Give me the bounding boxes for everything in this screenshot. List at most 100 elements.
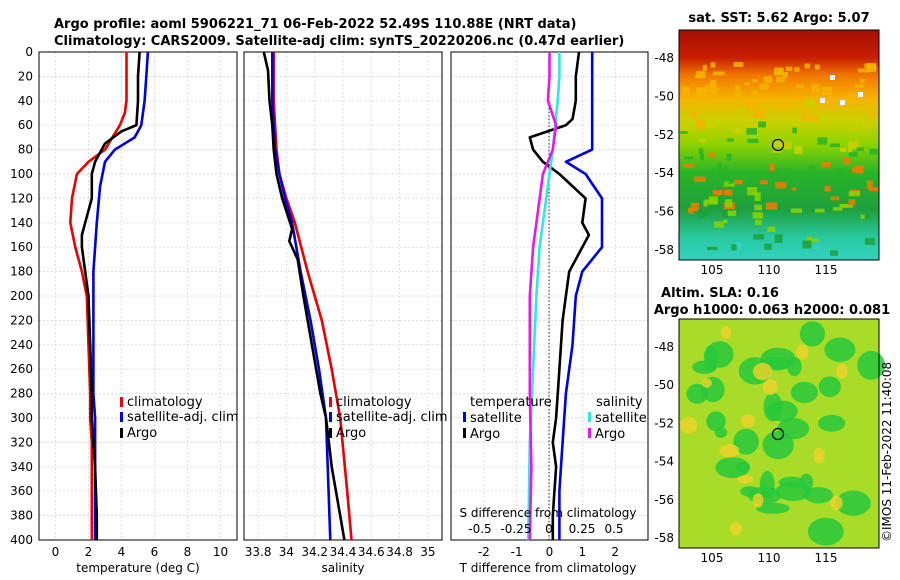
depth-tick-label: 360 [10, 484, 33, 498]
sst-patch [709, 87, 720, 91]
sst-patch [690, 202, 699, 212]
sst-patch [735, 91, 742, 99]
map-lat-label: -50 [654, 378, 674, 392]
map-lat-label: -54 [654, 455, 674, 469]
temperature-legend: climatology satellite-adj. clim Argo [120, 395, 239, 441]
x-tick-label: 2 [85, 545, 93, 559]
sst-patch [843, 158, 851, 165]
sst-patch [794, 145, 803, 154]
sla-low-blob [835, 490, 871, 516]
sla-high-blob [740, 414, 756, 428]
sst-patch [830, 250, 838, 256]
sst-patch [728, 179, 733, 184]
sst-map-title: sat. SST: 5.62 Argo: 5.07 [688, 11, 869, 26]
sst-patch [869, 148, 878, 155]
sst-patch [849, 141, 859, 149]
sst-patch [710, 80, 717, 87]
argo-location-marker [771, 427, 785, 441]
sla-high-blob [729, 522, 742, 536]
sst-patch [683, 164, 694, 168]
sst-patch [723, 219, 728, 224]
sla-map-title-2: Argo h1000: 0.063 h2000: 0.081 [654, 303, 890, 318]
sla-low-blob [756, 502, 790, 514]
depth-tick-label: 80 [18, 143, 33, 157]
depth-tick-label: 220 [10, 313, 33, 327]
sla-low-blob [857, 350, 885, 380]
sst-patch [850, 170, 856, 176]
sla-high-blob [737, 475, 754, 484]
series-line-temperature-satellite [558, 52, 604, 540]
sla-low-blob [715, 457, 750, 479]
depth-tick-label: 0 [25, 45, 33, 59]
depth-tick-label: 40 [18, 94, 33, 108]
sst-patch [857, 68, 870, 73]
map-lat-label: -58 [654, 531, 674, 545]
sst-patch [821, 87, 832, 96]
depth-tick-label: 280 [10, 387, 33, 401]
sst-patch [710, 62, 716, 68]
sst-patch [735, 85, 741, 91]
sst-patch [732, 127, 743, 134]
x-tick-label: 0 [546, 545, 554, 559]
sla-low-blob [824, 337, 856, 362]
sst-patch [767, 226, 776, 232]
sla-low-blob [804, 487, 834, 504]
difference-panel: -2 -1 0 1 2 temperature satellite Argo salin… [450, 51, 649, 575]
map-lat-label: -52 [654, 416, 674, 430]
sst-patch [811, 84, 820, 93]
sst-patch [839, 204, 849, 208]
sla-low-blob [807, 517, 844, 546]
x-tick-label: 8 [184, 545, 192, 559]
sst-patch [785, 66, 793, 71]
sst-patch [782, 72, 788, 78]
sst-patch [848, 151, 858, 157]
sst-patch [747, 138, 759, 143]
depth-tick-label: 140 [10, 216, 33, 230]
sst-patch [860, 79, 865, 83]
sst-patch [752, 212, 763, 219]
depth-tick-label: 380 [10, 509, 33, 523]
sst-patch [804, 63, 811, 69]
s-diff-tick-label: -0.25 [500, 522, 531, 536]
sst-patch [689, 110, 699, 117]
sla-low-blob [818, 414, 846, 432]
map-lon-label: 115 [815, 263, 838, 277]
sst-patch [854, 84, 865, 88]
sst-patch [699, 138, 707, 143]
sst-patch [735, 242, 740, 248]
sst-patch [746, 127, 757, 135]
sst-patch [747, 105, 758, 110]
x-tick-label: 6 [151, 545, 159, 559]
sst-patch [745, 172, 756, 179]
sla-low-blob [799, 321, 826, 347]
sla-low-blob [762, 431, 794, 460]
sst-patch [697, 87, 707, 96]
map-lon-label: 105 [701, 551, 724, 565]
sla-high-blob [752, 493, 764, 508]
sst-patch [707, 124, 714, 129]
sst-map: sat. SST: 5.62 Argo: 5.07 -48 -50 -52 -54 -5… [654, 11, 880, 277]
depth-tick-label: 340 [10, 460, 33, 474]
sst-patch [792, 127, 797, 134]
sst-patch [867, 112, 879, 117]
sst-patch [696, 71, 706, 78]
sla-low-blob [692, 360, 717, 374]
legend-climatology: climatology [127, 395, 203, 410]
legend-sal-satellite: satellite [595, 411, 647, 426]
sst-patch [835, 168, 846, 177]
sst-patch [866, 180, 873, 189]
sla-low-blob [733, 428, 759, 455]
sst-patch [746, 123, 759, 130]
sla-high-blob [830, 495, 843, 511]
sst-patch [829, 143, 840, 147]
x-tick-label: 34.4 [330, 545, 357, 559]
legend-argo: Argo [336, 426, 366, 441]
sla-low-blob [714, 427, 728, 438]
salinity-panel: 33.8 34 34.2 34.4 34.6 34.8 35 climatology sat… [243, 51, 448, 575]
sst-patch [695, 120, 706, 129]
sst-patch [764, 243, 772, 250]
sla-map: Altim. SLA: 0.16 Argo h1000: 0.063 h2000… [654, 286, 890, 565]
sst-patch [772, 139, 785, 148]
sst-patch [731, 244, 737, 251]
sst-patch [774, 234, 783, 243]
